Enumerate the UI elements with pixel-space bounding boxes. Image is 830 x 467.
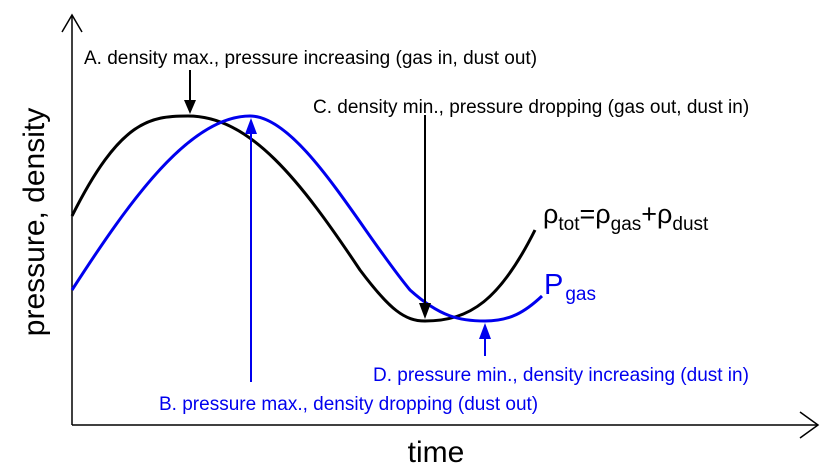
annotation-c: C. density min., pressure dropping (gas … — [313, 97, 749, 118]
y-axis-label: pressure, density — [18, 108, 51, 336]
arrow-b — [245, 118, 257, 382]
axes — [61, 13, 820, 439]
rho-symbol: ρ — [595, 199, 610, 229]
equals-sign: = — [579, 199, 595, 229]
density-curve — [70, 114, 537, 323]
annotation-b: B. pressure max., density dropping (dust… — [159, 394, 538, 415]
arrow-d — [479, 323, 491, 356]
annotation-a: A. density max., pressure increasing (ga… — [84, 48, 537, 69]
pressure-curve — [70, 114, 544, 323]
y-axis-arrowhead — [61, 13, 83, 33]
subscript-gas: gas — [611, 214, 642, 235]
subscript-dust: dust — [672, 214, 709, 235]
density-curve-label: ρtot=ρgas+ρdust — [543, 199, 709, 235]
subscript-tot: tot — [558, 214, 580, 235]
x-axis-arrowhead — [799, 411, 820, 439]
rho-symbol: ρ — [657, 199, 672, 229]
arrow-a — [184, 70, 196, 114]
x-axis-label: time — [408, 436, 465, 467]
plus-sign: + — [641, 199, 657, 229]
rho-symbol: ρ — [543, 199, 558, 229]
pressure-symbol: P — [544, 269, 563, 301]
subscript-gas: gas — [565, 284, 596, 305]
annotation-d: D. pressure min., density increasing (du… — [373, 365, 749, 386]
arrow-c — [419, 115, 431, 319]
